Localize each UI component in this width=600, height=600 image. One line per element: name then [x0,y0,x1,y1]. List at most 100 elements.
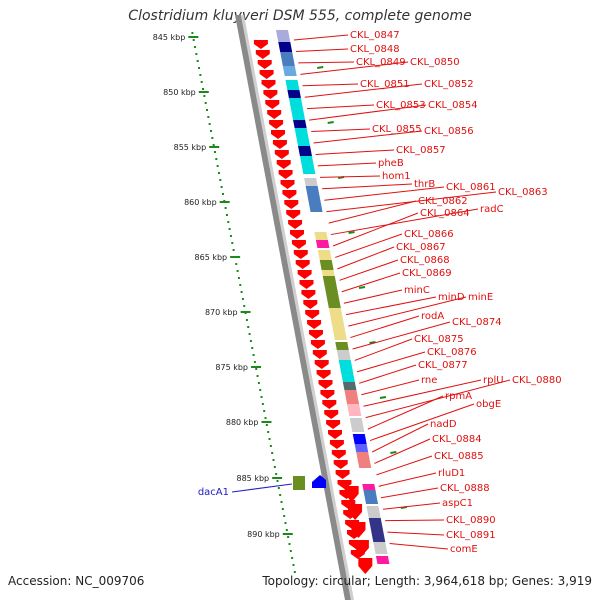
ruler-dot [200,81,203,83]
gene-annotation-block [291,110,306,120]
forward-gene-arrow [276,160,291,169]
ruler-dot [194,46,197,48]
ruler-dot [228,228,231,230]
ruler-dot [225,214,228,216]
ruler-dot [288,543,291,545]
ruler-dot [261,403,264,405]
ruler-dot [204,102,207,104]
forward-gene-arrow [312,350,327,359]
gene-label: rne [421,375,437,386]
gene-leader-line [389,543,449,550]
gene-leader-line [356,351,426,373]
ruler-dot [252,354,255,356]
ruler-dot [192,39,195,41]
gene-leader-line [387,531,445,536]
gene-label: hom1 [382,171,411,182]
track-tick [317,66,324,69]
gene-annotation-block [305,186,321,200]
gene-annotation-block [287,90,301,98]
gene-label: CKL_0880 [512,375,562,386]
gene-annotation-block [368,518,386,542]
ruler-dot [199,74,202,76]
ruler-dot [191,32,194,34]
gene-label: CKL_0866 [404,229,454,240]
gene-label: CKL_0856 [424,126,474,137]
gene-leader-line [376,455,433,476]
gene-label: CKL_0862 [418,196,468,207]
gene-annotation-block [315,240,330,248]
gene-label: CKL_0867 [396,242,446,253]
gene-label: pheB [378,158,404,169]
ruler-tick-label: 850 kbp [163,88,196,97]
forward-gene-arrow [303,300,318,309]
gene-leader-line [298,61,355,64]
gene-leader-line [374,438,431,464]
ruler-dot [264,417,267,419]
gene-label: CKL_0853 [376,100,426,111]
ruler-dot [280,501,283,503]
ruler-dot [292,564,295,566]
forward-gene-arrow [286,210,301,219]
gene-annotation-block [288,98,304,110]
ruler-tick-label: 885 kbp [237,474,270,483]
gene-annotation-block [319,260,334,270]
ruler-dot [276,480,279,482]
gene-leader-line [354,338,413,361]
gene-annotation-block [304,178,318,186]
ruler-dot [237,277,240,279]
gene-leader-line [380,487,439,499]
gene-leader-line [304,83,423,98]
gene-label: CKL_0850 [410,57,460,68]
gene-label: rplU [483,375,504,386]
gene-label: radC [480,204,504,215]
gene-annotation-block [314,232,328,240]
gene-label: CKL_0888 [440,483,490,494]
forward-gene-arrow [297,270,312,279]
gene-annotation-block [294,128,309,138]
gene-label: rpmA [445,391,472,402]
forward-gene-arrow [253,40,268,49]
gene-label: thrB [414,179,435,190]
gene-annotation-block [322,276,341,308]
ruler-tick-label: 845 kbp [153,33,186,42]
gene-label: CKL_0864 [420,208,470,219]
forward-gene-arrow [295,260,310,269]
forward-gene-arrow [293,250,308,259]
forward-gene-arrow [280,180,295,189]
gene-annotation-block [335,342,349,350]
ruler-dot [248,333,251,335]
gene-label: rluD1 [438,468,465,479]
gene-label: CKL_0857 [396,145,446,156]
forward-gene-arrow [263,90,278,99]
forward-gene-arrow [324,410,339,419]
forward-gene-arrow [272,140,287,149]
dacA1-leader-line [231,483,293,493]
gene-annotation-block [366,506,381,518]
gene-leader-line [322,183,413,190]
gene-leader-line [378,472,437,487]
genome-backbone-highlight [241,15,354,600]
forward-gene-arrow [284,200,299,209]
ruler-dot [293,571,296,573]
forward-gene-arrow [282,190,297,199]
gene-annotation-block [280,52,295,66]
gene-annotation-block [373,542,388,554]
ruler-dot [253,361,256,363]
forward-gene-arrow [326,420,341,429]
gene-label: CKL_0875 [414,334,464,345]
forward-gene-arrow [274,150,289,159]
ruler-dot [227,221,230,223]
gene-label: CKL_0869 [402,268,452,279]
ruler-dot [239,284,242,286]
ruler-dot [291,557,294,559]
ruler-dot [213,151,216,153]
gene-annotation-block [342,382,357,390]
gene-leader-line [330,208,479,236]
forward-gene-arrow [351,522,366,538]
gene-label: CKL_0851 [360,79,410,90]
ruler-dot [212,144,215,146]
forward-gene-arrow [354,540,369,556]
ruler-dot [195,53,198,55]
track-tick [327,121,334,124]
